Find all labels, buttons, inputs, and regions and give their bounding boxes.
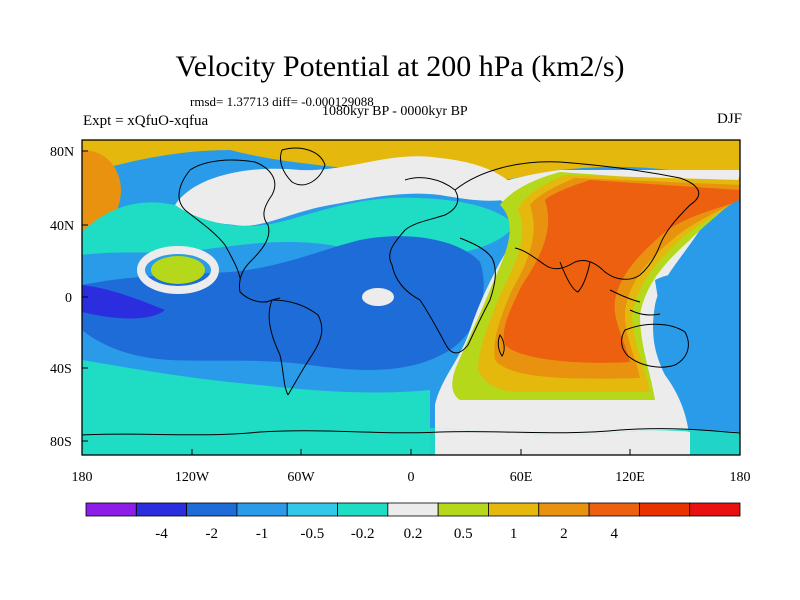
colorbar-cell (135, 502, 188, 517)
lon-tick-label: 180 (730, 470, 751, 485)
colorbar-cell (286, 502, 338, 517)
lon-axis: 180 120W 60W 0 60E 120E 180 (72, 449, 751, 485)
colorbar-cell (337, 502, 389, 517)
lon-tick-label: 60E (510, 470, 533, 485)
colorbar-label: 4 (610, 526, 618, 542)
lat-tick-label: 0 (65, 291, 72, 306)
period-label: 1080kyr BP - 0000kyr BP (322, 104, 468, 119)
colorbar-label: -4 (155, 526, 168, 542)
lat-tick-label: 40N (50, 219, 74, 234)
colorbar-label: 2 (560, 526, 568, 542)
colorbar-label: -1 (256, 526, 269, 542)
colorbar-cell (538, 502, 590, 517)
colorbar-label: -0.2 (351, 526, 375, 542)
colorbar-cell (638, 502, 691, 517)
colorbar-cell (437, 502, 489, 517)
colorbar (85, 502, 741, 517)
lat-tick-label: 40S (50, 362, 72, 377)
colorbar-label: 0.2 (404, 526, 423, 542)
coastlines (82, 147, 740, 436)
figure-title: Velocity Potential at 200 hPa (km2/s) (175, 50, 625, 83)
lon-tick-label: 0 (408, 470, 415, 485)
stats-line: rmsd= 1.37713 diff= -0.000129088 (190, 94, 374, 109)
colorbar-cell (186, 502, 238, 517)
velocity-potential-field (82, 140, 740, 455)
experiment-label: Expt = xQfuO-xqfua (83, 113, 209, 129)
lat-tick-label: 80S (50, 435, 72, 450)
lon-tick-label: 180 (72, 470, 93, 485)
colorbar-cell (387, 502, 439, 517)
lat-axis: 80N 40N 0 40S 80S (50, 145, 88, 450)
lon-tick-label: 60W (287, 470, 315, 485)
colorbar-label: -0.5 (301, 526, 325, 542)
lon-tick-label: 120E (615, 470, 645, 485)
colorbar-cell (588, 502, 640, 517)
colorbar-label: 1 (510, 526, 518, 542)
season-label: DJF (716, 111, 742, 127)
lat-tick-label: 80N (50, 145, 74, 160)
colorbar-cell (488, 502, 540, 517)
colorbar-label: 0.5 (454, 526, 473, 542)
colorbar-labels: -4 -2 -1 -0.5 -0.2 0.2 0.5 1 2 4 (155, 526, 618, 542)
colorbar-cell (689, 502, 741, 517)
colorbar-label: -2 (206, 526, 219, 542)
colorbar-cell (85, 502, 137, 517)
colorbar-cell (236, 502, 288, 517)
lon-tick-label: 120W (175, 470, 210, 485)
